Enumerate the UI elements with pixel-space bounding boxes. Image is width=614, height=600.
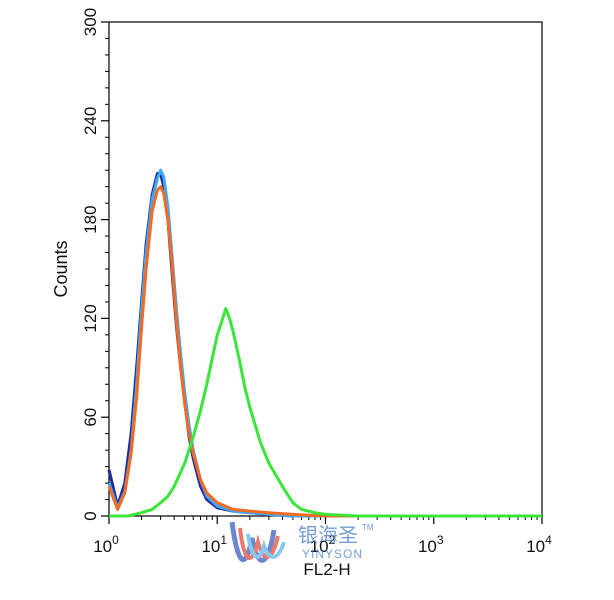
series-line-4	[109, 307, 542, 518]
series-line-1	[107, 172, 542, 518]
logo-wave-icon	[246, 533, 286, 559]
y-axis: 0 60 120 180 240 300	[81, 8, 109, 521]
x-tick-label: 103	[418, 533, 444, 556]
y-tick-label: 0	[81, 511, 100, 520]
series-layer	[107, 168, 542, 518]
watermark-brand-cn: 银海圣	[298, 523, 358, 547]
series-line-2	[107, 168, 542, 518]
y-tick-label: 240	[81, 107, 100, 135]
x-axis-label: FL2-H	[303, 560, 350, 579]
y-axis-label: Counts	[51, 240, 71, 297]
x-tick-label: 102	[310, 533, 336, 556]
series-line-3	[107, 185, 542, 518]
x-tick-label: 101	[201, 533, 227, 556]
y-tick-label: 120	[81, 304, 100, 332]
watermark-logo: 银海圣 TM YINYSON	[229, 521, 374, 563]
watermark-brand-en: YINYSON	[302, 547, 363, 561]
y-tick-label: 300	[81, 8, 100, 36]
x-tick-label: 100	[93, 533, 119, 556]
watermark-tm: TM	[362, 523, 374, 532]
y-tick-label: 180	[81, 205, 100, 233]
y-tick-label: 60	[81, 408, 100, 427]
x-tick-label: 104	[526, 533, 552, 556]
logo-wave-icon	[238, 527, 280, 560]
